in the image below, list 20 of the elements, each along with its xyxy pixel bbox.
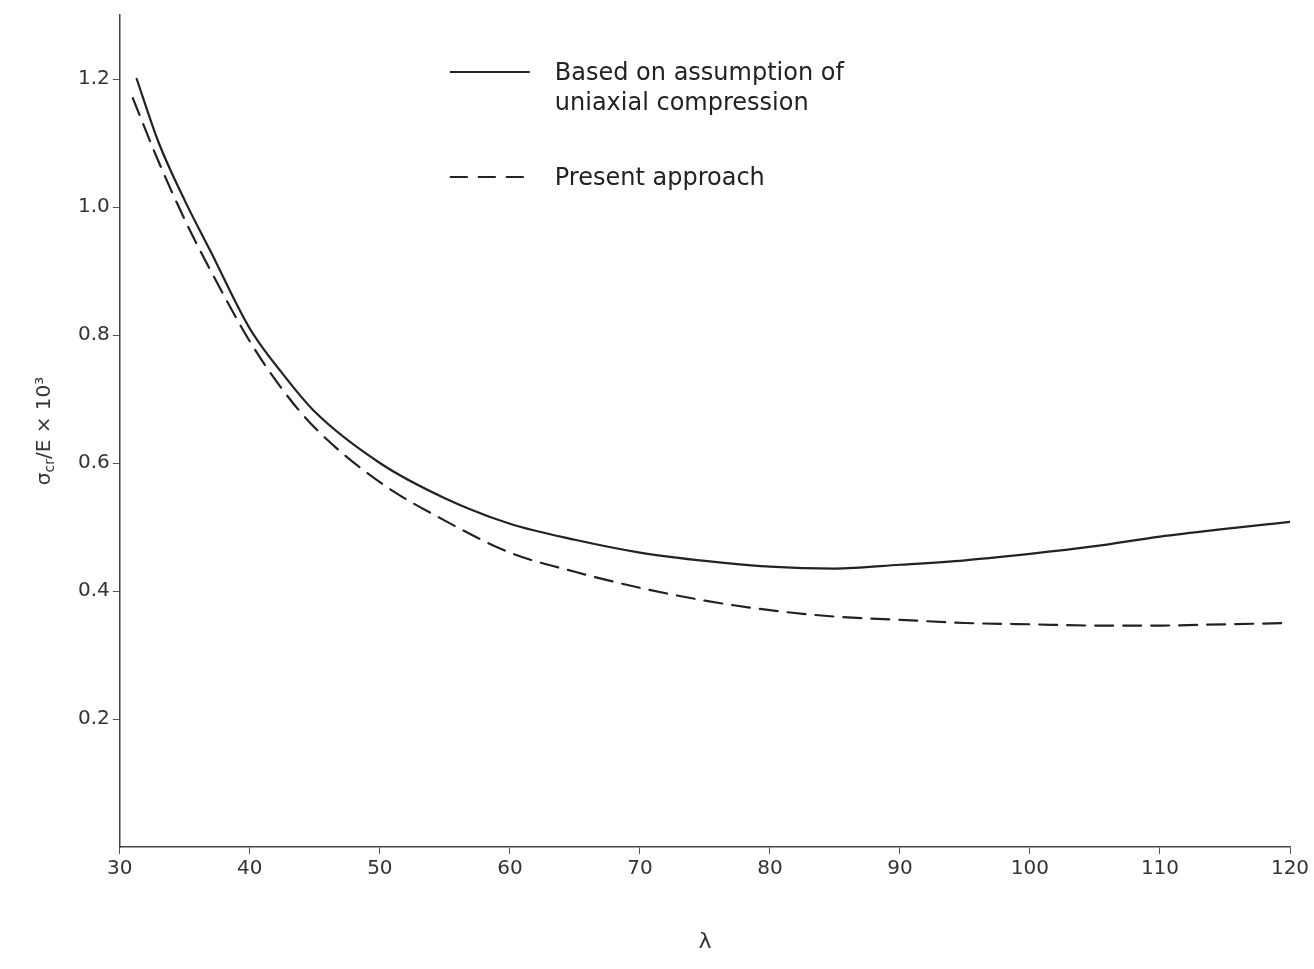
y-tick-label: 1.0 bbox=[77, 193, 110, 218]
legend-label: Based on assumption of uniaxial compression bbox=[554, 58, 845, 116]
x-axis-title: λ bbox=[698, 927, 712, 953]
x-tick-label: 120 bbox=[1270, 855, 1310, 880]
x-tick-label: 40 bbox=[237, 855, 263, 880]
x-tick-label: 50 bbox=[367, 855, 393, 880]
y-tick-label: 0.6 bbox=[77, 449, 110, 474]
legend-label: Present approach bbox=[554, 163, 765, 191]
y-tick-label: 1.2 bbox=[77, 65, 110, 90]
y-axis-title: σcr/E × 10³ bbox=[31, 376, 58, 486]
y-tick-label: 0.4 bbox=[77, 577, 110, 602]
x-tick-label: 60 bbox=[497, 855, 523, 880]
y-tick-label: 0.8 bbox=[77, 321, 110, 346]
x-tick-label: 110 bbox=[1140, 855, 1180, 880]
x-tick-label: 100 bbox=[1010, 855, 1050, 880]
x-tick-label: 30 bbox=[107, 855, 133, 880]
y-tick-label: 0.2 bbox=[77, 705, 110, 730]
x-tick-label: 70 bbox=[627, 855, 653, 880]
x-tick-label: 80 bbox=[757, 855, 783, 880]
x-tick-label: 90 bbox=[887, 855, 913, 880]
